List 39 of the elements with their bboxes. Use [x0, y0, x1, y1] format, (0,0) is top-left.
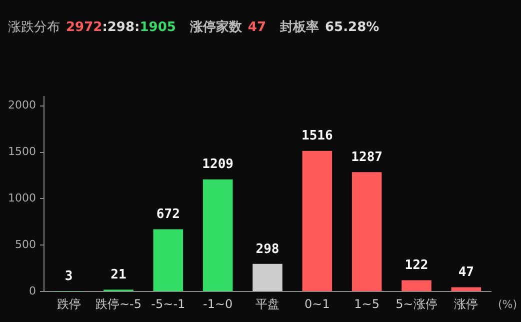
data-label: 1516: [302, 128, 333, 144]
y-tick-label: 500: [14, 238, 36, 252]
text: 2972: [66, 20, 102, 35]
data-label: 122: [404, 258, 428, 274]
chart-title: 涨跌分布: [8, 20, 60, 35]
x-tick-label: 涨停: [454, 296, 478, 311]
bar: [153, 229, 184, 292]
y-tick-label: 1500: [8, 145, 36, 158]
data-label: 298: [256, 242, 280, 257]
x-tick-label: 1~5: [354, 296, 380, 311]
text: 封板率: [280, 20, 320, 35]
data-label: 47: [458, 265, 474, 280]
x-tick-label: 跌停: [56, 296, 81, 311]
y-tick-label: 2000: [8, 98, 36, 112]
data-label: 1287: [351, 150, 382, 165]
data-label: 21: [110, 268, 126, 283]
text: 1905: [140, 20, 176, 35]
y-tick-label: 0: [28, 284, 36, 298]
bar: [252, 264, 282, 292]
bar: [402, 280, 432, 292]
text: 涨停家数: [190, 20, 242, 35]
bar: [302, 150, 332, 292]
bar: [202, 179, 233, 292]
x-tick-label: -1~0: [203, 296, 233, 311]
bar: [352, 172, 382, 292]
bar: [451, 287, 482, 292]
data-label: 672: [156, 207, 180, 222]
x-tick-label: 平盘: [255, 296, 280, 311]
x-tick-label: 跌停~-5: [95, 296, 142, 311]
text: 47: [248, 20, 266, 35]
x-tick-label: 5~涨停: [396, 296, 438, 311]
data-label: 3: [64, 269, 73, 284]
x-axis-title: (%): [498, 298, 517, 311]
text: :298:: [102, 20, 140, 35]
x-tick-label: 0~1: [304, 296, 330, 311]
x-tick-label: -5~-1: [151, 296, 186, 311]
y-tick-label: 1000: [8, 192, 36, 205]
text: 65.28%: [325, 20, 380, 35]
data-label: 1209: [202, 157, 234, 172]
